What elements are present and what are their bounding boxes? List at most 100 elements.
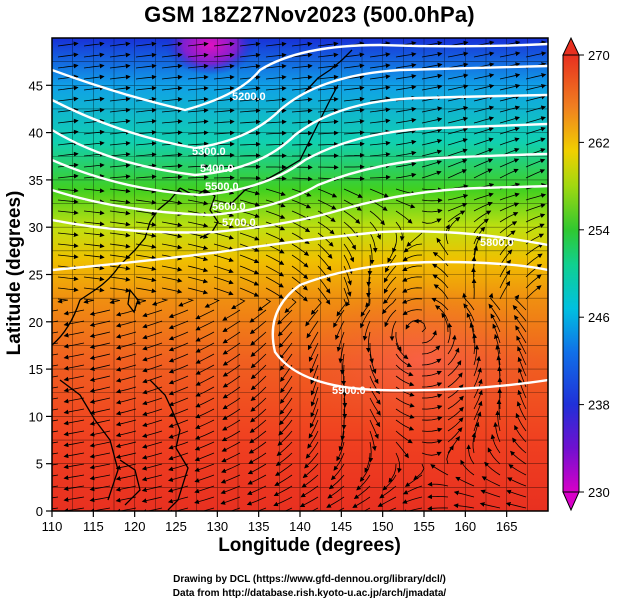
- streamline: [213, 232, 234, 240]
- streamline: [250, 408, 267, 423]
- streamline: [333, 309, 345, 328]
- streamline: [83, 96, 105, 102]
- streamline: [109, 152, 131, 157]
- streamline: [57, 254, 79, 260]
- colorbar-tick-label: 230: [588, 485, 610, 500]
- streamline: [161, 85, 183, 91]
- streamline: [187, 221, 209, 228]
- streamline: [387, 507, 397, 511]
- x-tick-label: 160: [454, 519, 476, 534]
- x-tick-label: 165: [496, 519, 518, 534]
- streamline: [343, 52, 365, 58]
- streamline: [402, 287, 423, 293]
- streamline: [168, 397, 189, 407]
- streamline: [473, 137, 494, 146]
- streamline: [499, 83, 521, 91]
- streamline: [310, 386, 319, 407]
- streamline: [57, 298, 68, 304]
- streamline: [115, 386, 137, 394]
- streamline: [187, 276, 209, 284]
- streamline: [499, 73, 521, 80]
- streamline: [481, 476, 501, 487]
- streamline: [343, 176, 365, 182]
- streamline: [473, 421, 480, 443]
- streamline: [239, 108, 261, 114]
- streamline: [525, 116, 546, 124]
- streamline: [135, 141, 157, 146]
- streamline: [499, 212, 519, 223]
- streamline: [135, 174, 157, 180]
- streamline: [83, 162, 105, 168]
- streamline: [187, 41, 209, 47]
- streamline: [279, 386, 293, 404]
- streamline: [239, 199, 260, 207]
- streamline: [343, 152, 365, 158]
- streamline: [427, 494, 449, 500]
- streamline: [389, 320, 397, 342]
- streamline: [222, 375, 241, 388]
- streamline: [365, 331, 371, 353]
- streamline: [421, 160, 442, 168]
- streamline: [525, 203, 546, 212]
- streamline: [115, 452, 137, 459]
- streamline: [115, 375, 137, 383]
- streamline: [213, 164, 235, 169]
- streamline: [89, 353, 111, 360]
- streamline: [492, 323, 501, 344]
- streamline: [276, 441, 293, 457]
- streamline: [402, 309, 423, 316]
- streamline: [265, 97, 287, 103]
- streamline: [109, 265, 131, 271]
- streamline: [89, 397, 111, 404]
- streamline: [446, 445, 454, 465]
- streamline: [343, 210, 361, 224]
- streamline: [517, 356, 527, 377]
- streamline: [447, 216, 461, 234]
- streamline: [52, 386, 59, 389]
- streamline: [187, 108, 209, 113]
- streamline: [195, 342, 215, 353]
- streamline: [57, 151, 79, 157]
- high-center: [300, 285, 540, 435]
- streamline: [291, 74, 313, 80]
- streamline: [335, 320, 345, 340]
- streamline: [447, 202, 468, 212]
- streamline: [421, 370, 442, 377]
- streamline: [135, 221, 157, 227]
- streamline: [421, 218, 442, 224]
- streamline: [187, 265, 209, 273]
- streamline: [435, 305, 449, 322]
- streamline: [514, 315, 527, 333]
- streamline: [109, 141, 131, 146]
- streamline: [231, 298, 246, 310]
- streamline: [403, 243, 423, 253]
- streamline: [57, 243, 79, 249]
- streamline: [83, 221, 105, 227]
- colorbar-top-arrow: [562, 36, 580, 56]
- streamline: [57, 52, 79, 58]
- colorbar-tick-label: 246: [588, 310, 610, 325]
- streamline: [447, 105, 469, 113]
- streamline: [213, 108, 235, 114]
- streamline: [109, 118, 131, 124]
- streamline: [265, 276, 284, 288]
- streamline: [343, 96, 365, 102]
- streamline: [115, 364, 137, 372]
- streamline: [265, 232, 285, 242]
- streamline: [512, 304, 527, 322]
- streamline: [57, 232, 79, 238]
- height-contours: [52, 42, 548, 392]
- streamline: [109, 74, 131, 80]
- streamline: [525, 83, 547, 91]
- streamline: [115, 507, 137, 511]
- streamline: [453, 490, 475, 498]
- streamline: [499, 51, 521, 58]
- streamline: [213, 199, 235, 206]
- streamline: [317, 287, 331, 305]
- streamline: [161, 108, 183, 113]
- streamline: [83, 74, 105, 80]
- streamline: [239, 75, 261, 80]
- streamline: [479, 502, 501, 509]
- streamline: [277, 430, 293, 446]
- streamline: [220, 496, 241, 505]
